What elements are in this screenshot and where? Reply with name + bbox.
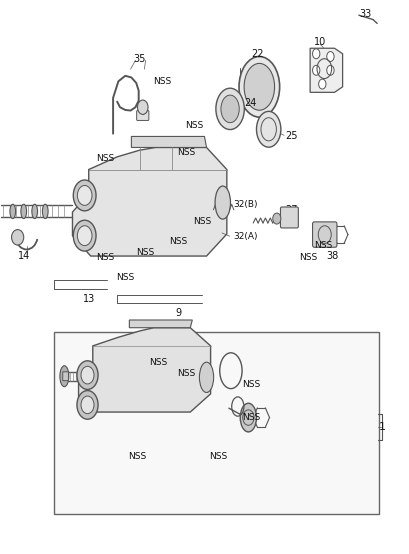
Circle shape bbox=[77, 186, 92, 206]
Polygon shape bbox=[79, 328, 211, 412]
Text: 32(A): 32(A) bbox=[234, 232, 258, 240]
Circle shape bbox=[327, 52, 334, 61]
Circle shape bbox=[81, 396, 94, 414]
Ellipse shape bbox=[60, 366, 69, 387]
Text: 33: 33 bbox=[359, 8, 371, 18]
Bar bbox=[54, 332, 379, 514]
Circle shape bbox=[273, 213, 281, 224]
Ellipse shape bbox=[10, 204, 16, 219]
Ellipse shape bbox=[215, 186, 231, 219]
Ellipse shape bbox=[240, 403, 256, 432]
Ellipse shape bbox=[32, 204, 38, 219]
Text: NSS: NSS bbox=[315, 240, 333, 249]
Text: 14: 14 bbox=[18, 251, 30, 261]
Circle shape bbox=[73, 180, 96, 211]
Polygon shape bbox=[129, 320, 192, 328]
Circle shape bbox=[77, 391, 98, 419]
Polygon shape bbox=[131, 136, 207, 147]
Text: 38: 38 bbox=[326, 251, 339, 261]
Text: 35: 35 bbox=[133, 54, 146, 64]
Text: NSS: NSS bbox=[185, 121, 203, 130]
Text: NSS: NSS bbox=[96, 253, 114, 262]
Ellipse shape bbox=[216, 88, 244, 130]
Text: 10: 10 bbox=[314, 37, 326, 47]
Ellipse shape bbox=[11, 229, 24, 245]
Text: 13: 13 bbox=[83, 294, 95, 304]
Text: 24: 24 bbox=[244, 99, 257, 109]
Circle shape bbox=[319, 79, 326, 89]
Text: NSS: NSS bbox=[169, 237, 187, 245]
Text: NSS: NSS bbox=[137, 248, 155, 257]
Circle shape bbox=[312, 65, 320, 75]
Text: NSS: NSS bbox=[153, 77, 171, 86]
FancyBboxPatch shape bbox=[312, 222, 337, 247]
Ellipse shape bbox=[21, 204, 27, 219]
FancyBboxPatch shape bbox=[137, 111, 149, 120]
Circle shape bbox=[137, 100, 148, 114]
Text: NSS: NSS bbox=[242, 413, 261, 422]
Circle shape bbox=[81, 366, 94, 384]
Text: 25: 25 bbox=[285, 131, 297, 141]
FancyBboxPatch shape bbox=[63, 372, 68, 381]
Ellipse shape bbox=[256, 111, 281, 147]
Ellipse shape bbox=[43, 204, 48, 219]
Text: NSS: NSS bbox=[116, 273, 135, 281]
Text: NSS: NSS bbox=[299, 253, 317, 262]
Circle shape bbox=[312, 49, 320, 59]
Text: NSS: NSS bbox=[177, 369, 196, 378]
Polygon shape bbox=[72, 147, 227, 256]
Text: NSS: NSS bbox=[209, 452, 228, 460]
Text: 27: 27 bbox=[285, 205, 298, 215]
Circle shape bbox=[77, 361, 98, 389]
Text: 22: 22 bbox=[251, 49, 263, 59]
Circle shape bbox=[77, 225, 92, 245]
Text: NSS: NSS bbox=[242, 380, 261, 389]
Text: NSS: NSS bbox=[128, 452, 146, 460]
Text: 32(B): 32(B) bbox=[234, 200, 258, 209]
Text: NSS: NSS bbox=[177, 148, 196, 157]
Ellipse shape bbox=[244, 63, 274, 110]
Circle shape bbox=[327, 65, 334, 75]
Polygon shape bbox=[310, 48, 343, 93]
Text: NSS: NSS bbox=[193, 217, 211, 227]
Ellipse shape bbox=[200, 362, 213, 392]
Text: 1: 1 bbox=[379, 422, 386, 432]
Text: NSS: NSS bbox=[148, 358, 167, 367]
FancyBboxPatch shape bbox=[281, 207, 298, 228]
Text: NSS: NSS bbox=[96, 154, 114, 163]
Ellipse shape bbox=[239, 57, 280, 117]
Text: 9: 9 bbox=[175, 308, 181, 318]
Ellipse shape bbox=[221, 95, 239, 122]
Circle shape bbox=[73, 220, 96, 251]
